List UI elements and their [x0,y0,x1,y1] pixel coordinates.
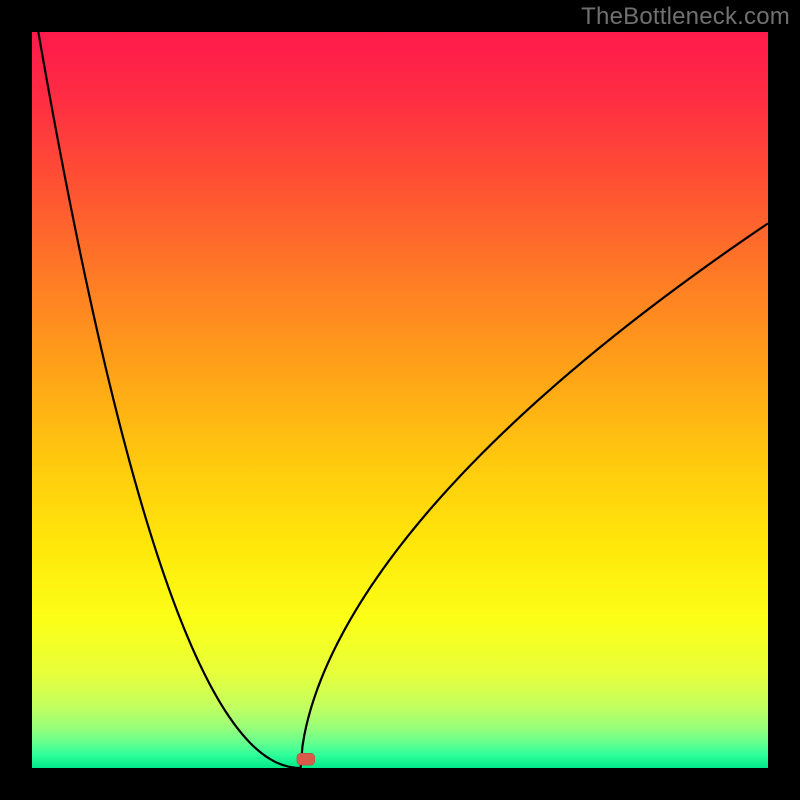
optimum-marker [297,753,315,765]
plot-background-gradient [32,32,768,768]
watermark-text: TheBottleneck.com [581,3,790,31]
bottleneck-chart [0,0,800,800]
chart-stage: TheBottleneck.com [0,0,800,800]
